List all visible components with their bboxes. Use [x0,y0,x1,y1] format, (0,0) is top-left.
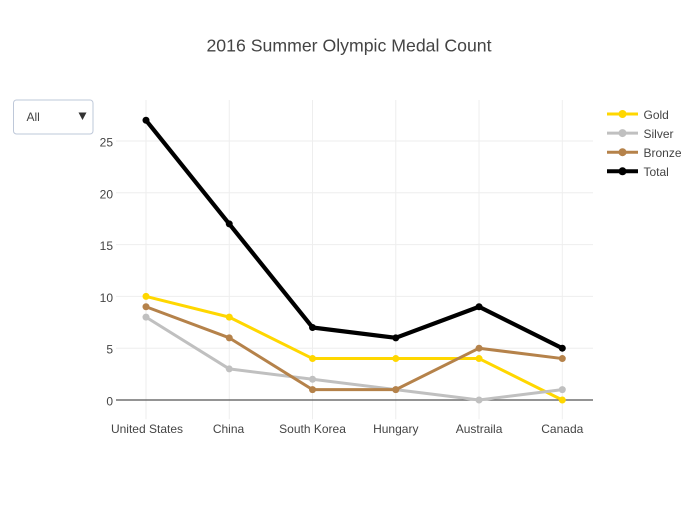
svg-text:All: All [27,110,40,124]
svg-text:United States: United States [111,422,183,436]
svg-text:0: 0 [106,395,113,409]
svg-text:2016 Summer Olympic Medal Coun: 2016 Summer Olympic Medal Count [206,36,491,56]
svg-text:Austraila: Austraila [456,422,503,436]
svg-text:Hungary: Hungary [373,422,418,436]
svg-text:Gold: Gold [644,108,669,122]
svg-text:South Korea: South Korea [279,422,346,436]
svg-text:China: China [213,422,245,436]
svg-text:Silver: Silver [644,127,674,141]
svg-text:25: 25 [100,136,114,150]
svg-text:10: 10 [100,291,114,305]
svg-text:5: 5 [106,343,113,357]
svg-text:Canada: Canada [541,422,583,436]
svg-text:20: 20 [100,187,114,201]
svg-text:15: 15 [100,239,114,253]
svg-text:Total: Total [644,165,669,179]
svg-text:Bronze: Bronze [644,146,682,160]
